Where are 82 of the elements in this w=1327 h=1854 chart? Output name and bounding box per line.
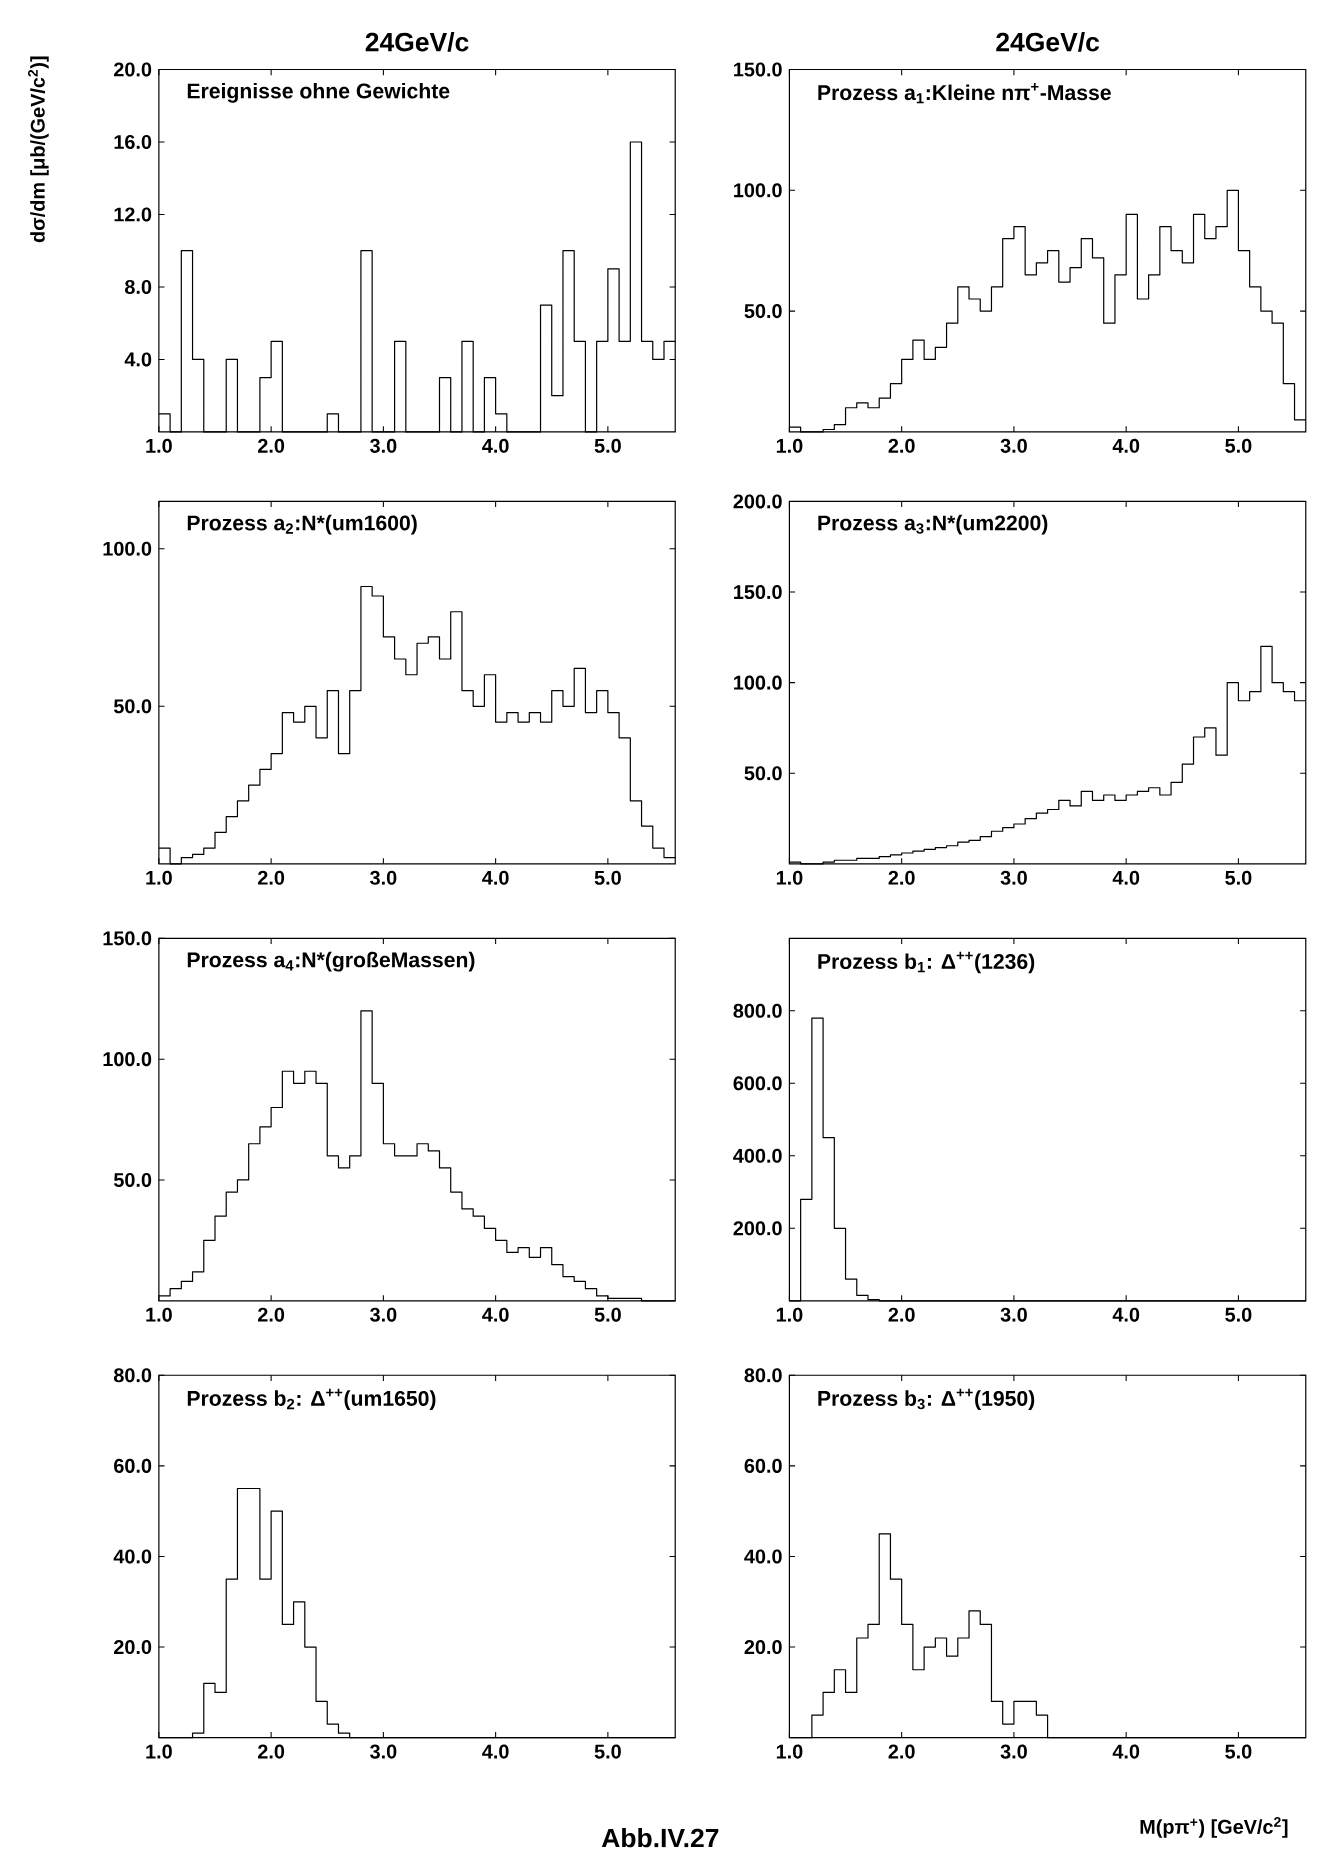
y-tick-label: 600.0: [733, 1076, 782, 1091]
x-tick-label: 1.0: [777, 1744, 803, 1759]
y-tick-label: 40.0: [744, 1549, 782, 1564]
y-tick-label: 12.0: [114, 207, 152, 222]
y-tick-label: 50.0: [114, 699, 152, 714]
x-tick-label: 3.0: [370, 1307, 397, 1322]
x-tick-label: 5.0: [1225, 1744, 1252, 1759]
y-tick-label: 150.0: [734, 62, 782, 77]
text: Prozess b$_{2}$: Δ$^{++}$(um1650): [188, 1388, 436, 1411]
x-tick-label: 5.0: [594, 870, 622, 885]
y-tick-label: 8.0: [125, 279, 152, 294]
x-tick-label: 1.0: [777, 438, 803, 453]
y-tick-label: 100.0: [734, 675, 782, 690]
x-tick-label: 1.0: [146, 1744, 173, 1759]
x-tick-label: 4.0: [482, 1744, 509, 1759]
x-tick-label: 2.0: [888, 1307, 915, 1322]
x-tick-label: 5.0: [594, 438, 622, 453]
y-tick-label: 200.0: [733, 1221, 782, 1236]
x-tick-label: 2.0: [258, 870, 285, 885]
y-tick-label: 40.0: [113, 1549, 152, 1564]
x-tick-label: 4.0: [1112, 870, 1140, 885]
x-tick-label: 5.0: [1225, 870, 1252, 885]
text: Ereignisse ohne Gewichte: [188, 82, 450, 103]
text: Prozess a$_{3}$:N*(um2200): [818, 514, 1048, 535]
x-tick-label: 4.0: [1112, 1744, 1140, 1759]
x-tick-label: 2.0: [258, 1744, 285, 1759]
x-tick-label: 3.0: [1000, 1744, 1028, 1759]
x-tick-label: 4.0: [482, 438, 509, 453]
y-tick-label: 20.0: [744, 1640, 782, 1655]
y-tick-label: 50.0: [744, 766, 782, 781]
x-tick-label: 4.0: [482, 1307, 509, 1322]
x-tick-label: 1.0: [146, 1307, 173, 1322]
y-tick-label: 800.0: [733, 1003, 782, 1018]
y-tick-label: 150.0: [734, 585, 782, 600]
x-axis-title: M(pπ$^{+}$) [GeV/c$^{2}$]: [1140, 1817, 1288, 1838]
text: 24GeV/c: [996, 32, 1100, 52]
x-tick-label: 2.0: [888, 1744, 915, 1759]
x-tick-label: 1.0: [146, 870, 173, 885]
x-tick-label: 3.0: [370, 438, 397, 453]
y-tick-label: 100.0: [103, 1052, 152, 1067]
x-tick-label: 2.0: [258, 438, 285, 453]
y-tick-label: 100.0: [103, 541, 152, 556]
y-tick-label: 16.0: [114, 134, 152, 149]
y-tick-label: 50.0: [744, 304, 782, 319]
y-tick-label: 50.0: [114, 1172, 152, 1187]
x-tick-label: 4.0: [1112, 1307, 1140, 1322]
text: Prozess b$_{1}$: Δ$^{++}$(1236): [818, 951, 1035, 974]
x-tick-label: 5.0: [594, 1307, 622, 1322]
y-tick-label: 80.0: [114, 1368, 152, 1383]
x-tick-label: 3.0: [370, 870, 397, 885]
x-tick-label: 4.0: [482, 870, 509, 885]
y-tick-label: 100.0: [734, 183, 782, 198]
text: Prozess b$_{3}$: Δ$^{++}$(1950): [818, 1388, 1035, 1411]
x-tick-label: 3.0: [1000, 1307, 1028, 1322]
x-tick-label: 4.0: [1112, 438, 1140, 453]
x-tick-label: 3.0: [1000, 870, 1028, 885]
text: Prozess a$_{1}$:Kleine nπ$^{+}$-Masse: [818, 82, 1112, 104]
text: 24GeV/c: [365, 32, 469, 52]
y-tick-label: 80.0: [744, 1368, 782, 1383]
x-tick-label: 2.0: [888, 438, 915, 453]
text: Prozess a$_{4}$:N*(großeMassen): [188, 951, 475, 972]
x-tick-label: 2.0: [888, 870, 915, 885]
y-tick-label: 4.0: [124, 352, 152, 367]
x-tick-label: 5.0: [594, 1744, 622, 1759]
y-tick-label: 150.0: [103, 931, 152, 946]
y-axis-title: dσ/dm [μb/(GeV/c$^{2}$)]: [28, 56, 49, 243]
x-tick-label: 1.0: [146, 438, 173, 453]
x-tick-label: 3.0: [370, 1744, 397, 1759]
x-tick-label: 1.0: [777, 1307, 803, 1322]
x-tick-label: 5.0: [1225, 1307, 1252, 1322]
y-tick-label: 60.0: [744, 1458, 782, 1473]
text: Abb.IV.27: [602, 1827, 719, 1848]
x-tick-label: 5.0: [1225, 438, 1252, 453]
y-tick-label: 400.0: [733, 1148, 782, 1163]
y-tick-label: 20.0: [114, 62, 152, 77]
y-tick-label: 60.0: [114, 1458, 152, 1473]
text: Prozess a$_{2}$:N*(um1600): [188, 514, 417, 535]
x-tick-label: 1.0: [777, 870, 803, 885]
x-tick-label: 3.0: [1000, 438, 1028, 453]
x-tick-label: 2.0: [258, 1307, 285, 1322]
y-tick-label: 20.0: [114, 1640, 152, 1655]
y-tick-label: 200.0: [733, 494, 782, 509]
